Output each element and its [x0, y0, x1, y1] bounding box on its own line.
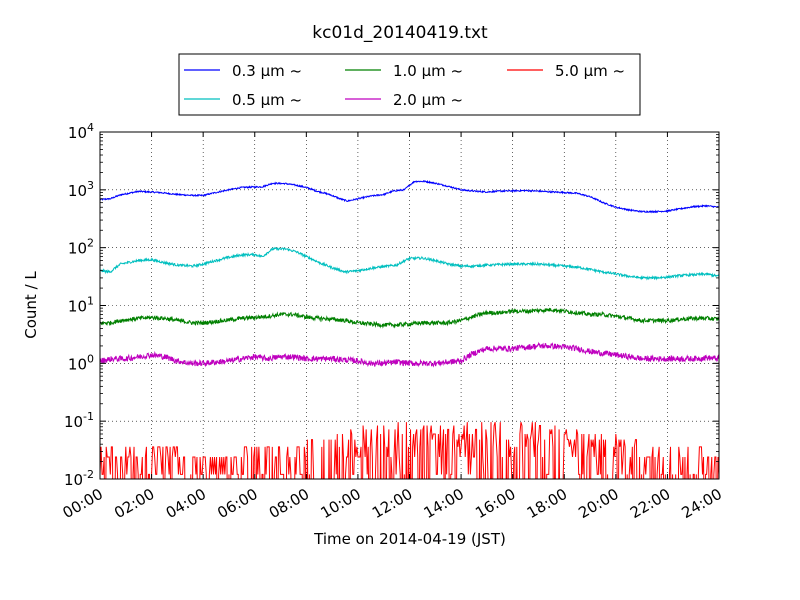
legend-label-0: 0.3 μm ~ — [232, 62, 302, 80]
legend-label-1: 0.5 μm ~ — [232, 91, 302, 109]
y-tick-label: 10-2 — [64, 468, 94, 489]
y-tick-label: 104 — [68, 121, 94, 142]
y-tick-label: 103 — [68, 179, 94, 200]
legend-label-4: 5.0 μm ~ — [555, 62, 625, 80]
legend: 0.3 μm ~ 0.5 μm ~ 1.0 μm ~ 2.0 μm ~ 5.0 μm ~ — [178, 53, 641, 116]
legend-label-3: 2.0 μm ~ — [393, 91, 463, 109]
series-line-0 — [100, 179, 719, 214]
series-line-1 — [100, 246, 719, 281]
y-tick-label: 102 — [68, 237, 94, 258]
y-axis-label: Count / L — [22, 271, 40, 339]
x-axis-label: Time on 2014-04-19 (JST) — [313, 530, 506, 548]
y-tick-label: 10-1 — [64, 410, 94, 431]
series-line-3 — [100, 341, 719, 368]
y-tick-label: 100 — [68, 352, 94, 373]
series-line-4 — [100, 422, 719, 479]
legend-label-2: 1.0 μm ~ — [393, 62, 463, 80]
legend-box — [178, 53, 641, 116]
series-line-2 — [100, 307, 719, 329]
chart-title: kc01d_20140419.txt — [312, 23, 488, 43]
y-tick-label: 101 — [68, 295, 94, 316]
